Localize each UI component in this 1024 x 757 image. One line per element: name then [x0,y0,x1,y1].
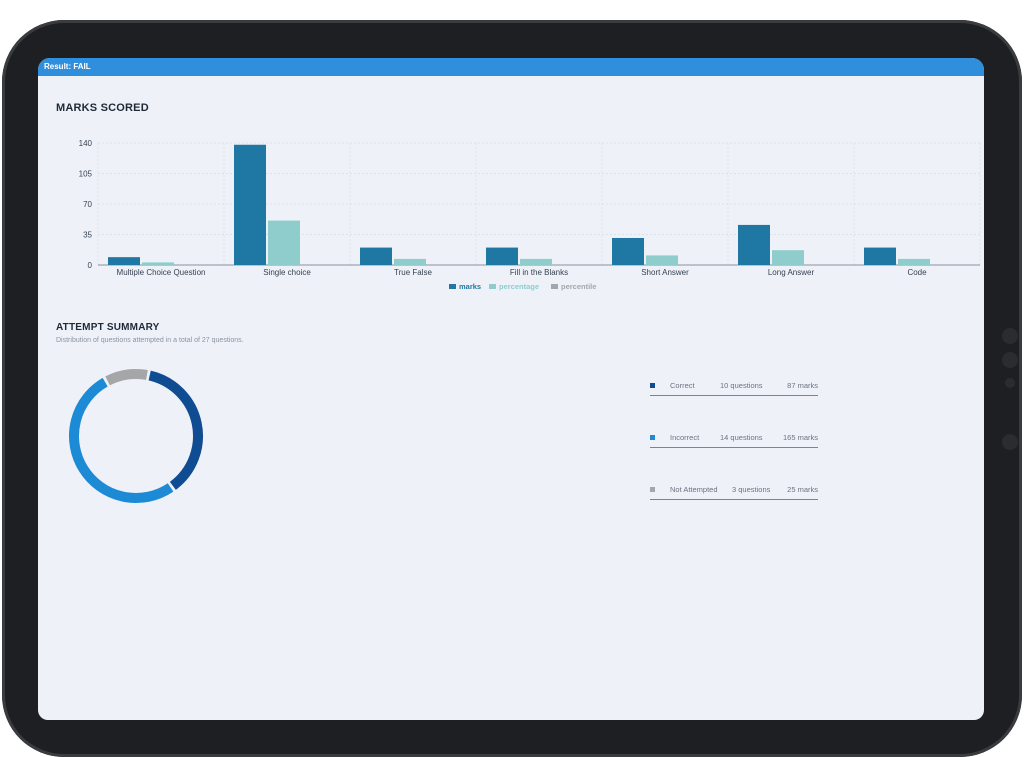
donut-segment [69,377,174,503]
legend-questions: 10 questions [720,381,763,390]
bar-marks [864,247,896,265]
legend-label: Incorrect [670,433,700,442]
x-tick-label: Single choice [263,268,311,277]
x-tick-label: Long Answer [768,268,815,277]
legend-marks: 165 marks [782,433,818,442]
legend-row: Incorrect 14 questions 165 marks [650,430,818,448]
x-tick-label: True False [394,268,432,277]
legend-swatch [551,284,558,289]
bar-percentage [520,258,552,265]
marks-bar-chart: 0 35 70 105 140 Multiple Choice Question Singl… [79,139,981,291]
legend-label: Correct [670,381,695,390]
screen: Result: FAIL MARKS SCORED 0 35 70 105 140 Mul… [38,58,984,720]
legend-swatch [489,284,496,289]
side-button [1002,352,1018,368]
side-sensor [1005,378,1015,388]
bar-percentage [394,258,426,265]
bar-percentage [268,220,300,265]
x-tick-label: Multiple Choice Question [117,268,206,277]
attempt-donut-chart [69,369,203,503]
bar-marks [360,247,392,265]
bar-percentage [772,250,804,265]
bar-percentage [646,255,678,265]
legend-swatch [449,284,456,289]
legend-swatch [650,487,655,492]
bar-percentage [142,262,174,265]
y-tick-label: 105 [79,170,93,179]
result-bar: Result: FAIL [38,58,984,76]
x-tick-label: Code [907,268,927,277]
legend-row: Not Attempted 3 questions 25 marks [650,482,818,500]
donut-segment [105,369,148,386]
legend-questions: 14 questions [720,433,763,442]
bar-percentage [898,258,930,265]
legend-questions: 3 questions [732,485,771,494]
legend-label: marks [459,282,481,291]
legend-label: Not Attempted [670,485,718,494]
legend-row: Correct 10 questions 87 marks [650,378,818,396]
attempt-summary-subtitle: Distribution of questions attempted in a… [56,337,244,344]
legend-label: percentile [561,282,596,291]
donut-segment [148,370,203,490]
side-button [1002,434,1018,450]
side-button [1002,328,1018,344]
bar-marks [738,224,770,265]
legend-swatch [650,435,655,440]
y-tick-label: 70 [83,200,92,209]
x-tick-label: Fill in the Blanks [510,268,568,277]
y-tick-label: 0 [88,261,93,270]
marks-scored-title: MARKS SCORED [56,102,149,114]
bar-marks [486,247,518,265]
x-tick-label: Short Answer [641,268,689,277]
legend-label: percentage [499,282,539,291]
bar-marks [108,257,140,265]
legend-marks: 87 marks [787,381,818,390]
legend-marks: 25 marks [787,485,818,494]
bar-marks [612,237,644,265]
y-tick-label: 140 [79,139,93,148]
legend-swatch [650,383,655,388]
y-tick-label: 35 [83,231,92,240]
attempt-summary-title: ATTEMPT SUMMARY [56,322,160,333]
bar-marks [234,144,266,265]
